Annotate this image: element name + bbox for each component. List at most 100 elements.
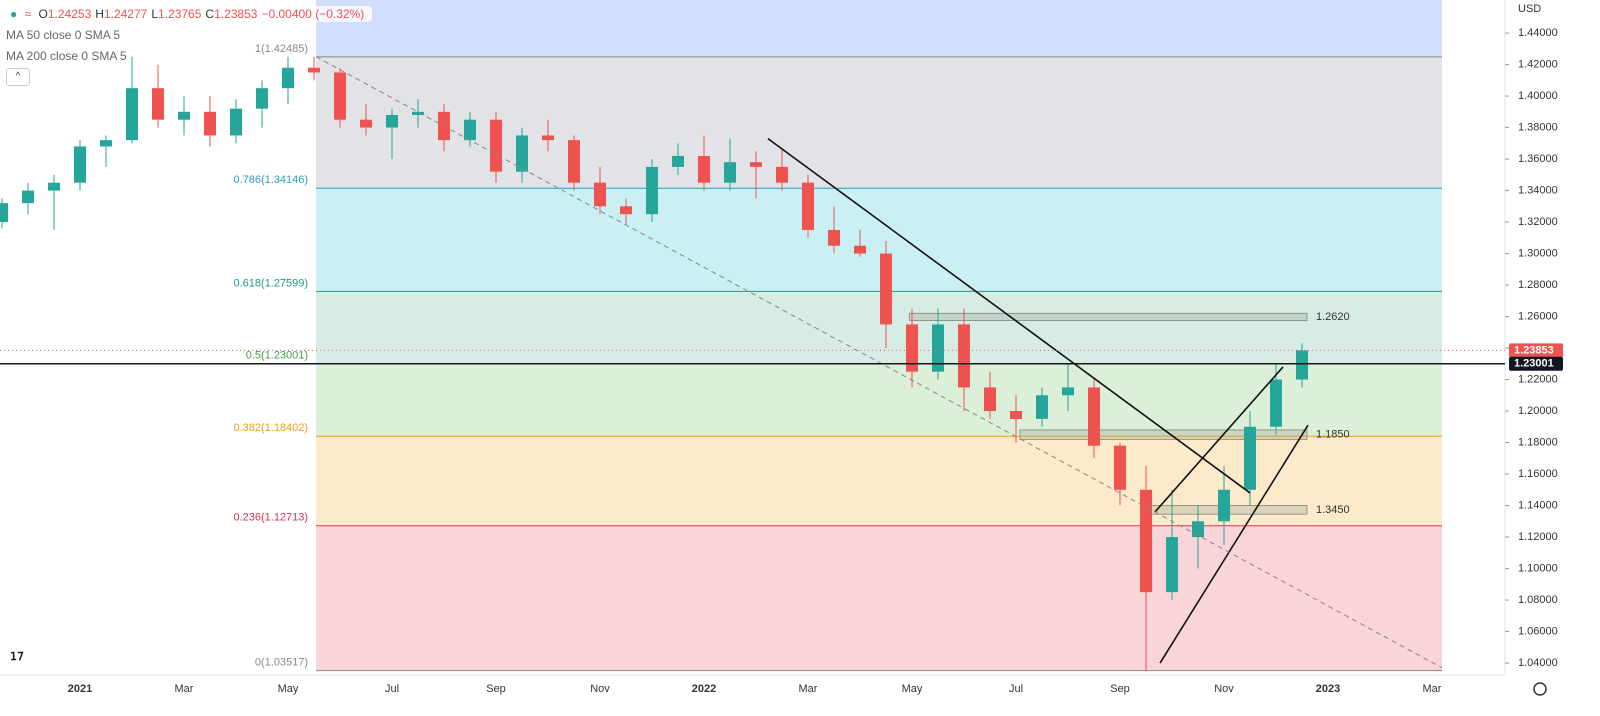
quote-change: −0.00400 (−0.32%) xyxy=(261,6,365,21)
price-tag xyxy=(1509,356,1563,371)
quote-key: H xyxy=(95,6,104,21)
quote-key: C xyxy=(205,6,215,21)
y-tick-label: 1.12000 xyxy=(1518,531,1558,543)
x-tick-label: Mar xyxy=(175,683,194,695)
candle-body xyxy=(932,324,944,372)
y-tick-label: 1.44000 xyxy=(1518,27,1558,39)
x-tick-label: Nov xyxy=(590,683,610,695)
y-tick-label: 1.40000 xyxy=(1518,90,1558,102)
fib-band xyxy=(316,56,1443,189)
fib-label: 0.5(1.23001) xyxy=(246,350,308,362)
fib-band xyxy=(316,0,1443,57)
candle-body xyxy=(620,206,632,215)
candle-body xyxy=(126,88,138,141)
y-tick-label: 1.14000 xyxy=(1518,499,1558,511)
candle-body xyxy=(1218,489,1230,522)
fib-label: 0.618(1.27599) xyxy=(233,277,308,289)
fib-label: 0.786(1.34146) xyxy=(233,174,308,186)
zone-label: 1.1850 xyxy=(1316,429,1350,441)
zone-label: 1.2620 xyxy=(1316,311,1350,323)
x-tick-label: Nov xyxy=(1214,683,1234,695)
candle-body xyxy=(308,67,320,73)
x-tick-label: Jul xyxy=(1009,683,1023,695)
candle-body xyxy=(412,111,424,115)
quote-value: 1.24277 xyxy=(103,6,148,21)
y-tick-label: 1.08000 xyxy=(1518,594,1558,606)
price-tag-label: 1.23853 xyxy=(1514,344,1554,356)
settings-icon[interactable] xyxy=(1533,682,1547,696)
currency: USD xyxy=(1518,3,1541,15)
candle-body xyxy=(178,111,190,120)
candle-body xyxy=(74,146,86,183)
quote-key: L xyxy=(151,6,159,21)
candle-body xyxy=(646,166,658,215)
y-tick-label: 1.06000 xyxy=(1518,625,1558,637)
fib-label: 0.382(1.18402) xyxy=(233,422,308,434)
candle-body xyxy=(906,324,918,372)
fib-label: 1(1.42485) xyxy=(255,43,308,55)
candle-body xyxy=(698,155,710,183)
y-tick-label: 1.36000 xyxy=(1518,153,1558,165)
quote: ● ≈ O1.24253 H1.24277 L1.23765 C1.23853 −0.0… xyxy=(6,5,373,22)
zone-label: 1.3450 xyxy=(1316,504,1350,516)
x-tick-label: May xyxy=(902,683,923,695)
candle-body xyxy=(1036,395,1048,419)
candle-body xyxy=(1088,387,1100,446)
candle-body xyxy=(1244,426,1256,490)
candle-body xyxy=(672,155,684,167)
candle-body xyxy=(152,88,164,120)
candle-body xyxy=(0,203,8,223)
indicator[interactable]: MA 50 close 0 SMA 5 xyxy=(6,27,121,42)
indicator[interactable]: MA 200 close 0 SMA 5 xyxy=(6,48,127,63)
zone xyxy=(1019,429,1308,440)
quote-value: 1.24253 xyxy=(47,6,92,21)
y-tick-label: 1.28000 xyxy=(1518,279,1558,291)
candle-body xyxy=(360,119,372,128)
trendline xyxy=(1154,366,1284,513)
fib-band xyxy=(316,525,1443,671)
candle-body xyxy=(386,114,398,128)
quote-value: 1.23765 xyxy=(158,6,202,21)
candle-body xyxy=(230,108,242,136)
y-tick-label: 1.38000 xyxy=(1518,121,1558,133)
logo: 𝟣𝟩 xyxy=(10,651,24,663)
candle-body xyxy=(516,135,528,172)
candle-body xyxy=(802,182,814,230)
candle-body xyxy=(724,162,736,183)
candle-body xyxy=(256,88,268,109)
trendline xyxy=(767,137,1251,494)
candle-body xyxy=(1140,489,1152,593)
candle-body xyxy=(48,182,60,191)
candle-body xyxy=(828,229,840,246)
y-tick-label: 1.30000 xyxy=(1518,247,1558,259)
y-tick-label: 1.16000 xyxy=(1518,468,1558,480)
candle-body xyxy=(1062,387,1074,396)
candle-body xyxy=(880,253,892,325)
x-tick-label: Sep xyxy=(486,683,506,695)
quote-value: 1.23853 xyxy=(214,6,258,21)
candle-body xyxy=(776,166,788,183)
collapse-button[interactable]: ^ xyxy=(6,67,30,86)
y-tick-label: 1.04000 xyxy=(1518,657,1558,669)
fib-label: 0(1.03517) xyxy=(255,657,308,669)
y-tick-label: 1.32000 xyxy=(1518,216,1558,228)
price-tag xyxy=(1509,343,1563,358)
x-tick-label: Jul xyxy=(385,683,399,695)
candle-body xyxy=(1010,411,1022,419)
trendline xyxy=(1159,424,1309,664)
candle-body xyxy=(1166,537,1178,593)
candle-body xyxy=(594,182,606,207)
zone xyxy=(908,312,1308,321)
x-tick-label: Mar xyxy=(799,683,818,695)
y-tick-label: 1.10000 xyxy=(1518,562,1558,574)
candle-body xyxy=(542,135,554,141)
x-tick-label: 2022 xyxy=(692,683,716,695)
candle-body xyxy=(1114,445,1126,490)
candle-body xyxy=(984,387,996,412)
y-tick-label: 1.34000 xyxy=(1518,184,1558,196)
legend: ● ≈ O1.24253 H1.24277 L1.23765 C1.23853 −0.0… xyxy=(6,3,373,87)
candle-body xyxy=(958,324,970,388)
y-tick-label: 1.22000 xyxy=(1518,373,1558,385)
